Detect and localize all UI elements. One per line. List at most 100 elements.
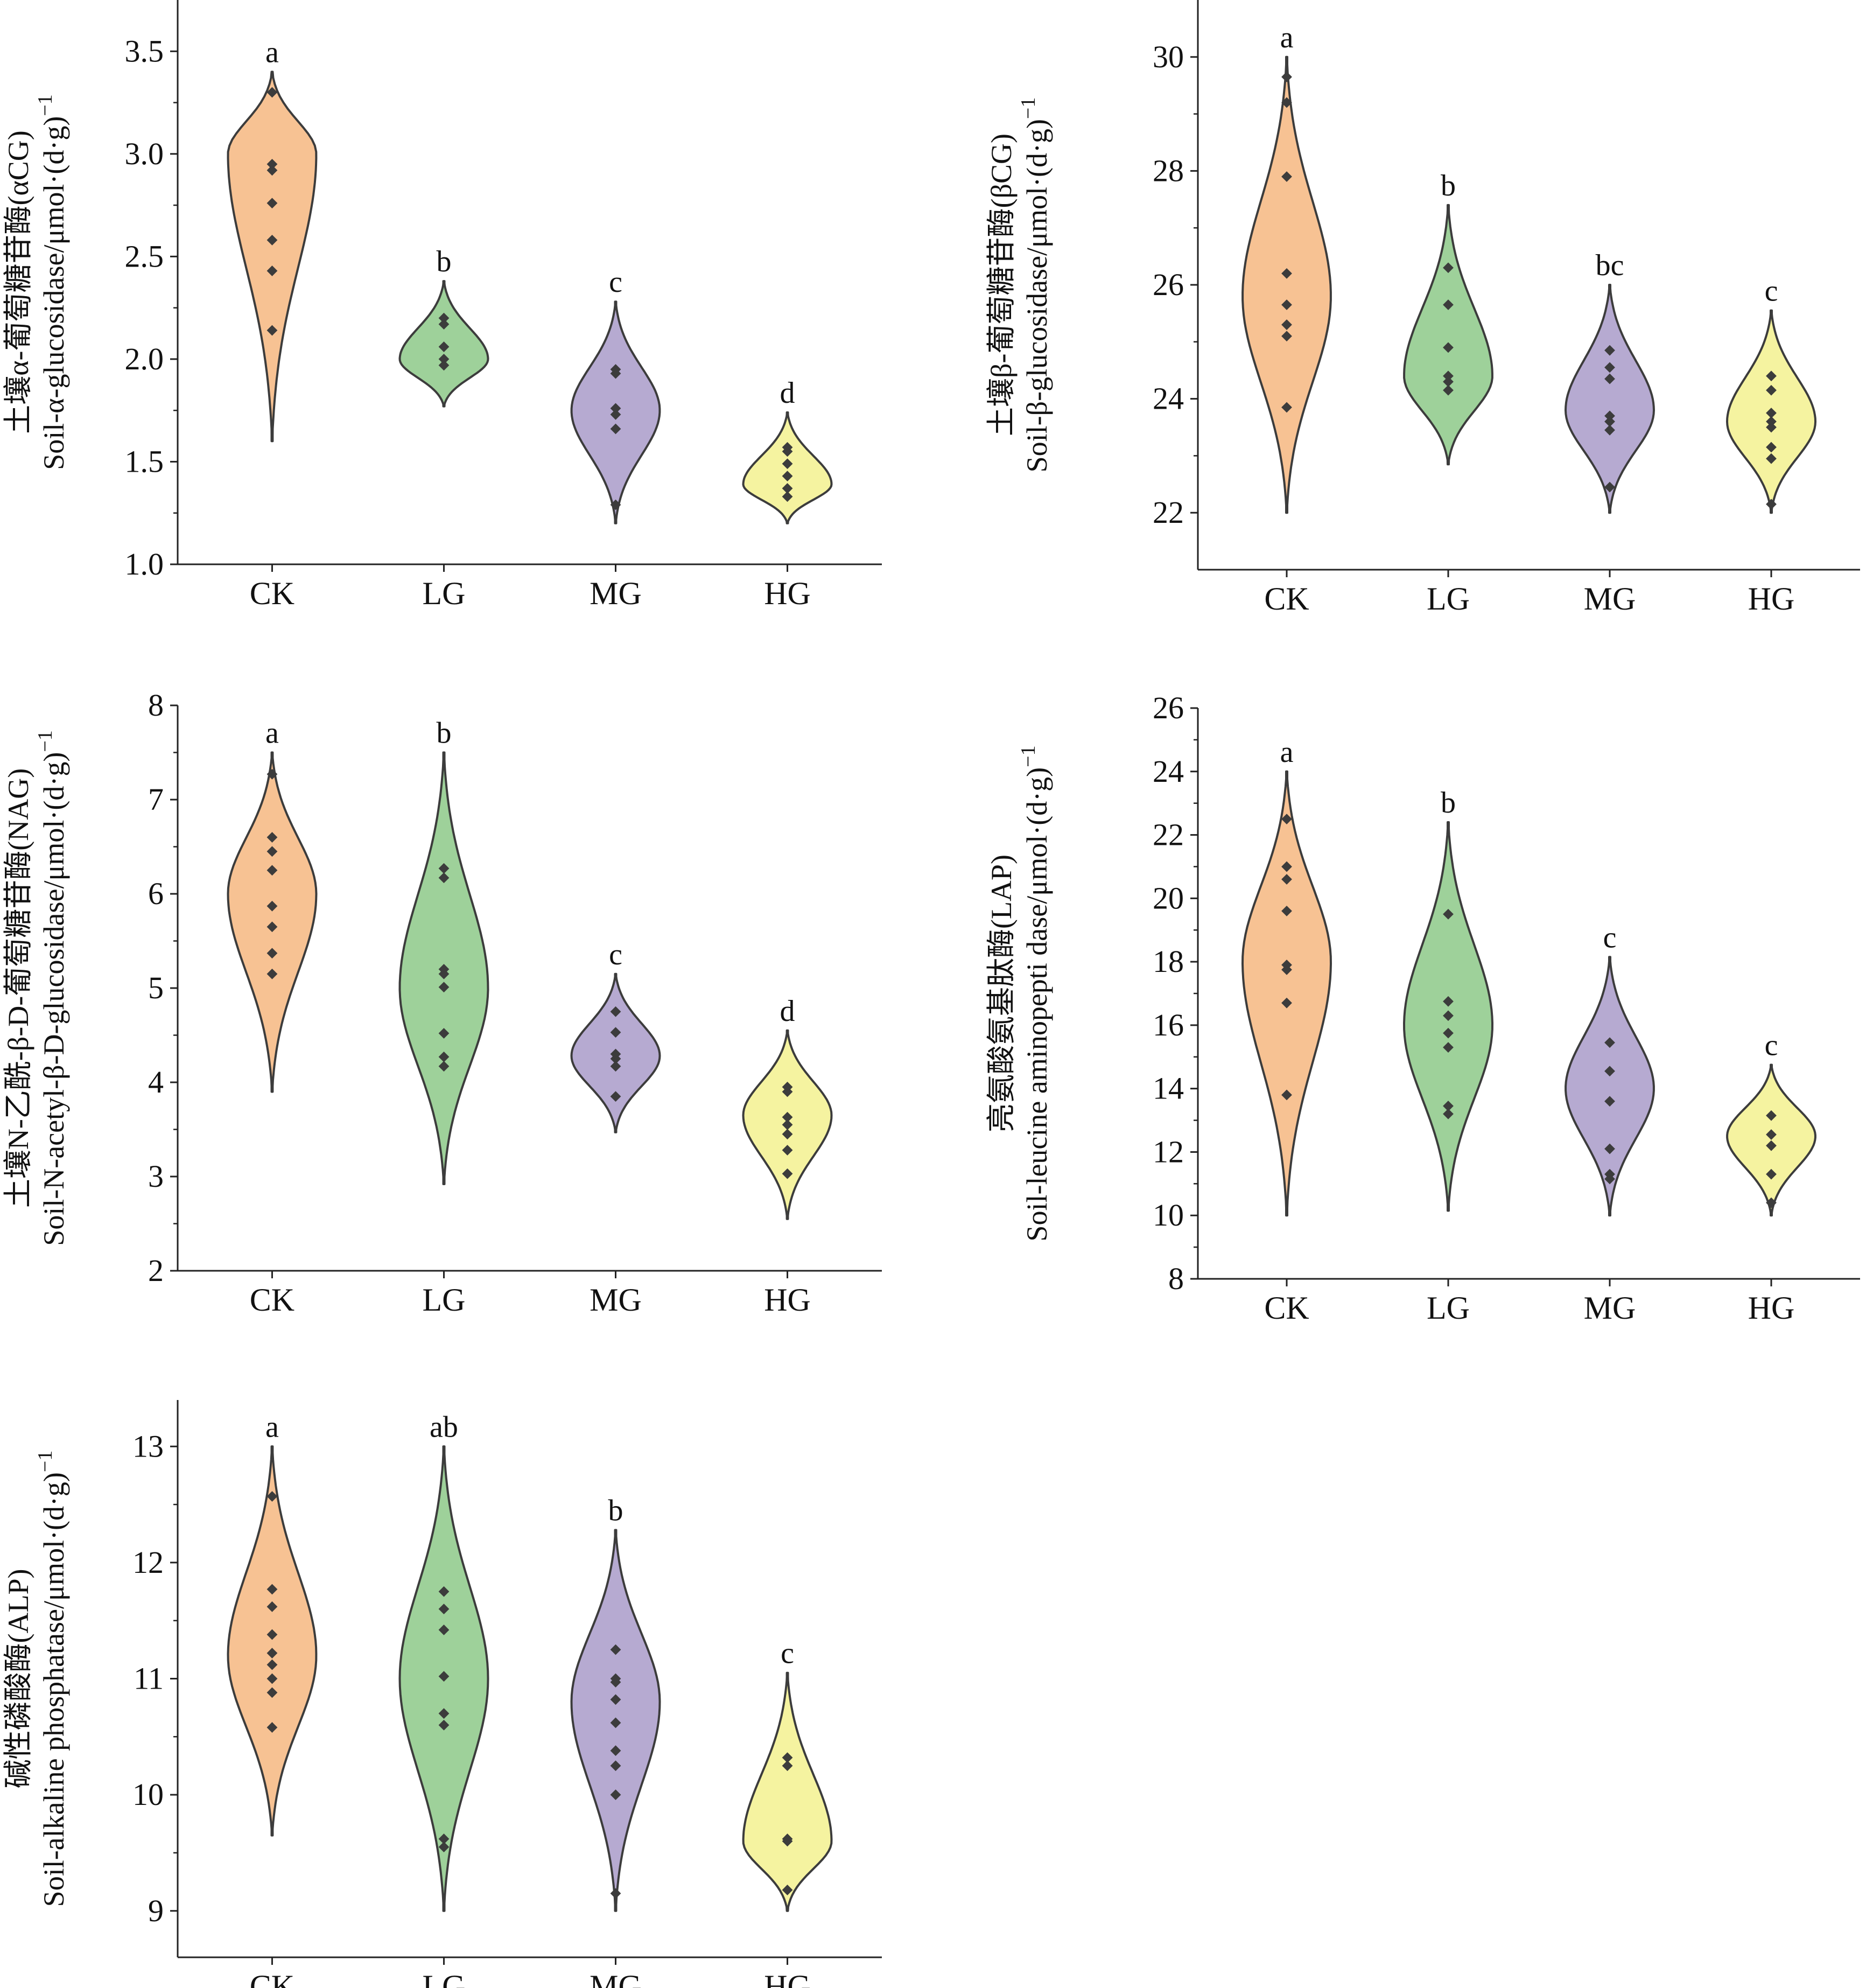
- data-point: [1281, 960, 1292, 970]
- significance-letter: a: [265, 717, 279, 750]
- y-tick-label: 26: [1153, 690, 1184, 725]
- x-tick-label: LG: [422, 576, 465, 611]
- significance-letter: c: [781, 1637, 794, 1670]
- significance-letter: c: [1603, 921, 1617, 954]
- data-point: [266, 1648, 278, 1658]
- data-point: [1766, 1197, 1777, 1208]
- violin-mg: [1565, 284, 1655, 514]
- data-point: [266, 1584, 278, 1595]
- violin-ck: [1241, 770, 1332, 1217]
- data-point: [1604, 362, 1615, 373]
- significance-letter: b: [608, 1494, 623, 1528]
- x-tick-label: HG: [764, 576, 811, 611]
- data-point: [1281, 268, 1292, 279]
- data-point: [438, 312, 450, 324]
- data-point: [1281, 874, 1292, 885]
- y-tick-label: 8: [1168, 1261, 1184, 1296]
- significance-letter: c: [609, 938, 622, 971]
- data-point: [438, 1028, 450, 1039]
- y-tick-label: 30: [1153, 39, 1184, 74]
- x-tick-label: MG: [1584, 581, 1636, 617]
- panel-alpha-glucosidase: 1.0 1.5 2.0 2.5 3.0 3.5 CK LG MG HG a b c d 土壤α-葡萄糖苷酶(…: [2, 0, 882, 611]
- data-point: [438, 964, 450, 975]
- y-tick-label: 22: [1153, 817, 1184, 852]
- data-point: [1604, 1168, 1615, 1180]
- data-point: [266, 87, 278, 98]
- data-point: [610, 1717, 621, 1728]
- data-point: [610, 1027, 621, 1038]
- y-axis-label-en: Soil-α-glucosidase/μmol·(d·g)−1: [34, 94, 70, 470]
- data-point: [266, 968, 278, 979]
- y-tick-label: 22: [1153, 495, 1184, 530]
- x-tick-label: LG: [1427, 581, 1470, 617]
- data-point: [266, 1491, 278, 1502]
- violin-hg: [742, 1671, 833, 1912]
- data-point: [1443, 262, 1454, 274]
- data-point: [266, 265, 278, 276]
- x-tick-label: MG: [590, 1282, 642, 1318]
- data-point: [1766, 422, 1777, 433]
- data-point: [438, 863, 450, 874]
- data-point: [266, 948, 278, 959]
- y-tick-label: 3.5: [125, 33, 164, 68]
- y-tick-label: 28: [1153, 153, 1184, 188]
- data-point: [610, 1789, 621, 1801]
- y-tick-label: 4: [148, 1065, 164, 1100]
- significance-letter: a: [265, 1410, 279, 1444]
- significance-letter: c: [1765, 275, 1778, 308]
- data-point: [266, 1687, 278, 1698]
- data-point: [782, 1760, 793, 1772]
- data-point: [1281, 814, 1292, 825]
- y-axis-label-en: Soil-alkaline phosphatase/μmol·(d·g)−1: [34, 1451, 70, 1907]
- significance-letter: b: [436, 245, 451, 278]
- violin-ck: [227, 1445, 318, 1837]
- data-point: [1281, 299, 1292, 310]
- panel-lap: 8 10 12 14 16 18 20 22 24 26 CK LG MG HG a b c c 亮氨酸氨基肽酶(L…: [985, 690, 1860, 1326]
- data-point: [1443, 1010, 1454, 1021]
- y-axis-label-en-main: Soil-leucine aminopepti dase/μmol·(d·g): [1021, 767, 1053, 1242]
- y-tick-label: 5: [148, 970, 164, 1005]
- data-point: [266, 1659, 278, 1670]
- violin-lg: [1403, 204, 1493, 466]
- data-point: [610, 1694, 621, 1705]
- data-point: [1443, 996, 1454, 1007]
- y-tick-label: 12: [132, 1545, 164, 1580]
- data-point: [610, 1760, 621, 1772]
- data-point: [266, 158, 278, 170]
- y-tick-label: 1.5: [125, 444, 164, 479]
- y-axis-label-en-main: Soil-alkaline phosphatase/μmol·(d·g): [38, 1472, 70, 1907]
- data-point: [1604, 1066, 1615, 1077]
- data-point: [438, 360, 450, 371]
- data-point: [1766, 1140, 1777, 1151]
- significance-letter: d: [780, 995, 795, 1028]
- y-tick-label: 7: [148, 782, 164, 817]
- data-point: [438, 1671, 450, 1682]
- x-tick-label: HG: [1748, 581, 1795, 617]
- x-tick-label: LG: [422, 1969, 465, 1988]
- x-tick-label: HG: [1748, 1290, 1795, 1326]
- data-point: [1604, 1096, 1615, 1107]
- significance-letter: a: [1280, 21, 1294, 54]
- significance-letter: b: [1441, 786, 1456, 820]
- y-tick-label: 1.0: [125, 547, 164, 582]
- data-point: [782, 1111, 793, 1123]
- y-tick-label: 3.0: [125, 136, 164, 171]
- y-tick-label: 16: [1153, 1007, 1184, 1042]
- significance-letter: d: [780, 376, 795, 410]
- data-point: [782, 442, 793, 453]
- data-point: [610, 1888, 621, 1899]
- y-axis-label-cn: 土壤β-葡萄糖苷酶(βCG): [985, 134, 1018, 436]
- data-point: [438, 1586, 450, 1597]
- data-point: [610, 403, 621, 414]
- data-point: [438, 1833, 450, 1844]
- data-point: [438, 1604, 450, 1615]
- data-point: [1766, 499, 1777, 510]
- data-point: [438, 1708, 450, 1719]
- data-point: [266, 1673, 278, 1684]
- data-point: [438, 872, 450, 884]
- data-point: [1443, 1042, 1454, 1053]
- y-axis-label-superscript: −1: [1017, 745, 1040, 767]
- data-point: [1604, 1037, 1615, 1048]
- data-point: [438, 354, 450, 365]
- y-tick-label: 3: [148, 1159, 164, 1194]
